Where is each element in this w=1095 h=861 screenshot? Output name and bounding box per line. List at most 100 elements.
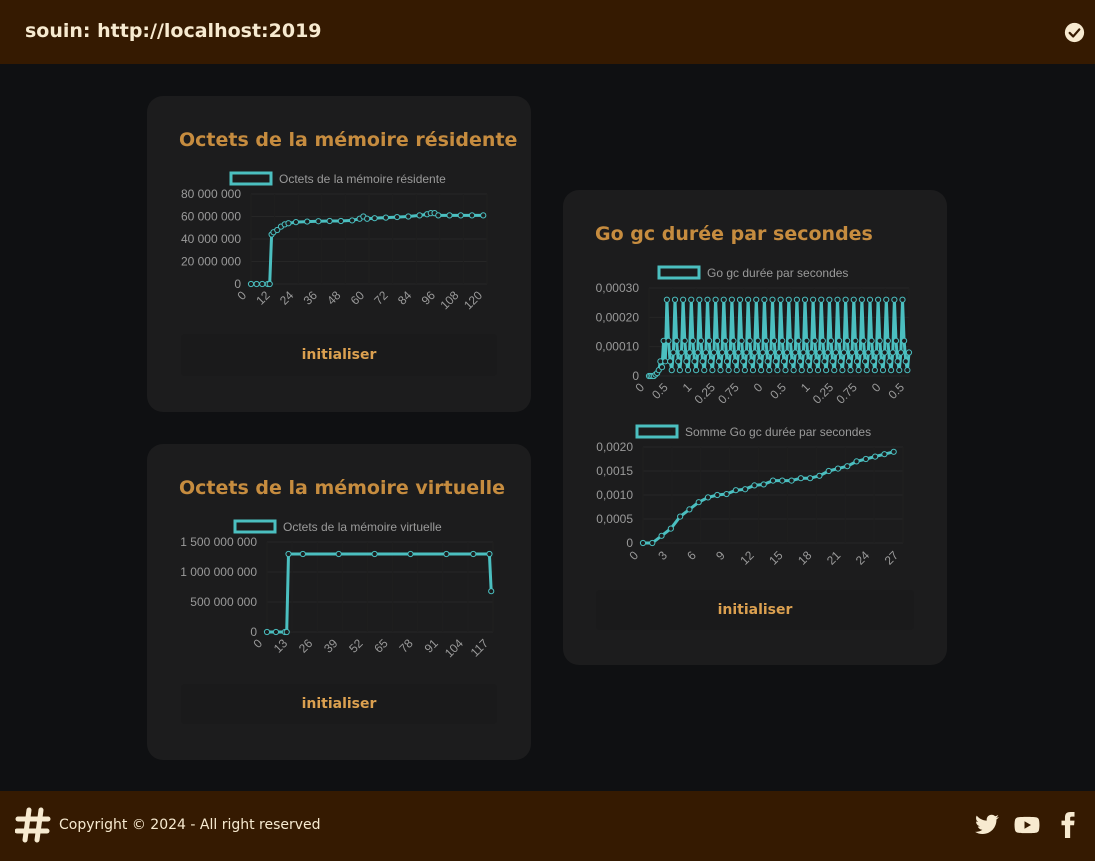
x-tick-label: 36 xyxy=(301,288,321,308)
x-tick-label: 117 xyxy=(468,636,492,660)
y-tick-label: 0,0005 xyxy=(596,512,633,526)
y-tick-label: 0,00030 xyxy=(596,281,640,295)
x-tick-label: 15 xyxy=(766,548,786,568)
data-point xyxy=(364,215,371,222)
data-point xyxy=(693,367,700,374)
x-tick-label: 26 xyxy=(296,636,316,656)
data-point xyxy=(891,296,898,303)
data-point xyxy=(751,482,758,489)
data-point xyxy=(860,337,867,344)
data-point xyxy=(827,337,835,344)
x-tick-label: 24 xyxy=(277,288,297,308)
reset-button[interactable]: initialiser xyxy=(596,590,914,630)
data-point xyxy=(671,296,679,303)
data-point xyxy=(899,296,906,303)
data-point xyxy=(746,337,753,344)
data-point xyxy=(658,532,665,539)
data-point xyxy=(732,487,739,494)
y-tick-label: 0,0015 xyxy=(596,464,633,478)
data-point xyxy=(844,337,851,344)
data-point xyxy=(803,337,810,344)
data-point xyxy=(382,214,389,221)
data-point xyxy=(663,296,670,303)
data-point xyxy=(393,213,401,221)
data-point xyxy=(728,296,735,303)
data-point xyxy=(695,499,702,506)
data-point xyxy=(326,217,333,225)
data-point xyxy=(743,349,750,356)
data-point xyxy=(865,349,872,356)
reset-button[interactable]: initialiser xyxy=(181,334,497,376)
data-point xyxy=(836,337,843,344)
data-point xyxy=(349,217,356,224)
data-point xyxy=(819,337,826,344)
x-tick-label: 72 xyxy=(371,288,391,308)
x-tick-label: 65 xyxy=(371,636,391,656)
data-point xyxy=(767,349,774,356)
data-point xyxy=(665,337,672,344)
data-point xyxy=(840,349,848,356)
youtube-icon[interactable] xyxy=(1014,812,1040,838)
data-point xyxy=(696,296,703,303)
data-point xyxy=(834,296,841,303)
legend-label: Octets de la mémoire virtuelle xyxy=(283,520,442,534)
x-tick-label: 48 xyxy=(324,288,344,308)
data-point xyxy=(764,358,771,365)
y-tick-label: 20 000 000 xyxy=(181,255,241,269)
y-tick-label: 80 000 000 xyxy=(181,187,241,201)
data-point xyxy=(818,296,825,303)
virtual-memory-card: Octets de la mémoire virtuelle Octets de… xyxy=(147,444,531,760)
data-point xyxy=(872,453,879,460)
data-point xyxy=(886,358,893,365)
data-point xyxy=(745,296,752,303)
check-circle-icon[interactable] xyxy=(1064,22,1085,43)
data-point xyxy=(407,550,414,558)
card-title: Octets de la mémoire résidente xyxy=(179,129,518,151)
data-point xyxy=(658,364,666,371)
twitter-icon[interactable] xyxy=(974,812,1000,838)
facebook-icon[interactable] xyxy=(1055,812,1081,838)
legend-label: Octets de la mémoire résidente xyxy=(279,172,446,186)
y-tick-label: 1 500 000 000 xyxy=(180,535,257,549)
data-point xyxy=(793,296,800,303)
x-tick-label: 12 xyxy=(253,288,273,308)
x-tick-label: 108 xyxy=(437,288,461,312)
chart-plot: Octets de la mémoire résidente 80 000 000… xyxy=(181,171,488,312)
x-tick-label: 24 xyxy=(853,548,873,568)
data-point xyxy=(784,349,791,356)
data-point xyxy=(702,349,709,356)
data-point xyxy=(845,358,852,365)
data-point xyxy=(879,367,887,374)
data-point xyxy=(800,349,807,356)
data-point xyxy=(727,349,734,356)
x-tick-label: 120 xyxy=(461,288,485,312)
resident-memory-chart: Octets de la mémoire résidente 80 000 000… xyxy=(181,171,488,312)
x-tick-label: 0 xyxy=(626,548,641,563)
data-point xyxy=(798,367,805,374)
x-tick-label: 78 xyxy=(396,636,416,656)
y-tick-label: 0 xyxy=(626,536,633,550)
data-point xyxy=(826,296,833,303)
data-point xyxy=(849,349,856,356)
data-point xyxy=(779,477,786,484)
x-tick-label: 12 xyxy=(737,548,757,568)
data-point xyxy=(738,337,745,344)
x-tick-label: 18 xyxy=(795,548,815,568)
x-tick-label: 91 xyxy=(422,636,442,656)
data-point xyxy=(730,337,737,344)
data-point xyxy=(678,349,685,356)
data-point xyxy=(697,337,705,344)
reset-button[interactable]: initialiser xyxy=(181,684,497,724)
data-point xyxy=(801,296,809,303)
data-point xyxy=(733,367,740,374)
data-point xyxy=(769,477,777,484)
data-point xyxy=(782,367,789,374)
legend-swatch xyxy=(233,519,277,534)
card-title: Go gc durée par secondes xyxy=(595,223,873,245)
data-point xyxy=(905,349,913,356)
data-point xyxy=(371,215,378,222)
data-point xyxy=(896,367,903,374)
y-tick-label: 40 000 000 xyxy=(181,232,241,246)
data-point xyxy=(732,358,739,365)
data-point xyxy=(844,463,851,470)
